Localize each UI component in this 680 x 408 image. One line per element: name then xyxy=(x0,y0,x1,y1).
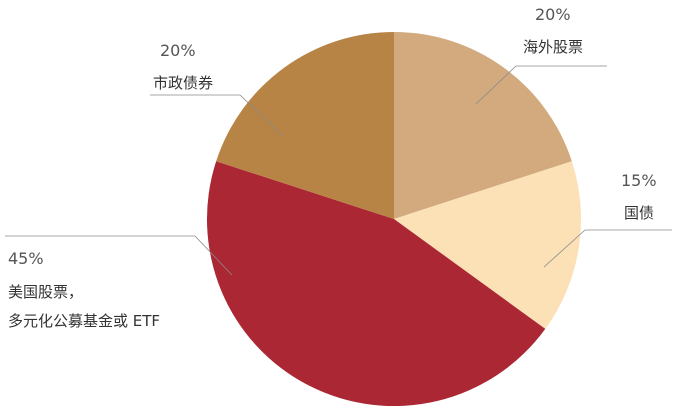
pie-slice-1 xyxy=(394,161,582,329)
slice-0-label: 海外股票 xyxy=(523,38,583,56)
leader-line-1 xyxy=(543,229,672,268)
slice-3-label: 市政债券 xyxy=(153,74,213,92)
slice-1-percent: 15% xyxy=(621,171,657,190)
leader-lines xyxy=(5,65,672,276)
slice-2-percent: 45% xyxy=(8,249,44,268)
pie-slice-0 xyxy=(394,32,572,219)
leader-line-0 xyxy=(475,65,607,105)
slice-2-label-line2: 多元化公募基金或 ETF xyxy=(8,312,160,330)
pie-slices xyxy=(206,32,582,407)
pie-slice-2 xyxy=(206,161,546,407)
slice-1-label: 国债 xyxy=(624,204,654,222)
slice-0-percent: 20% xyxy=(535,5,571,24)
pie-slice-3 xyxy=(216,32,394,219)
slice-2-label-line1: 美国股票， xyxy=(8,283,83,301)
slice-3-percent: 20% xyxy=(160,41,196,60)
leader-line-3 xyxy=(150,94,285,138)
leader-line-2 xyxy=(5,235,233,276)
